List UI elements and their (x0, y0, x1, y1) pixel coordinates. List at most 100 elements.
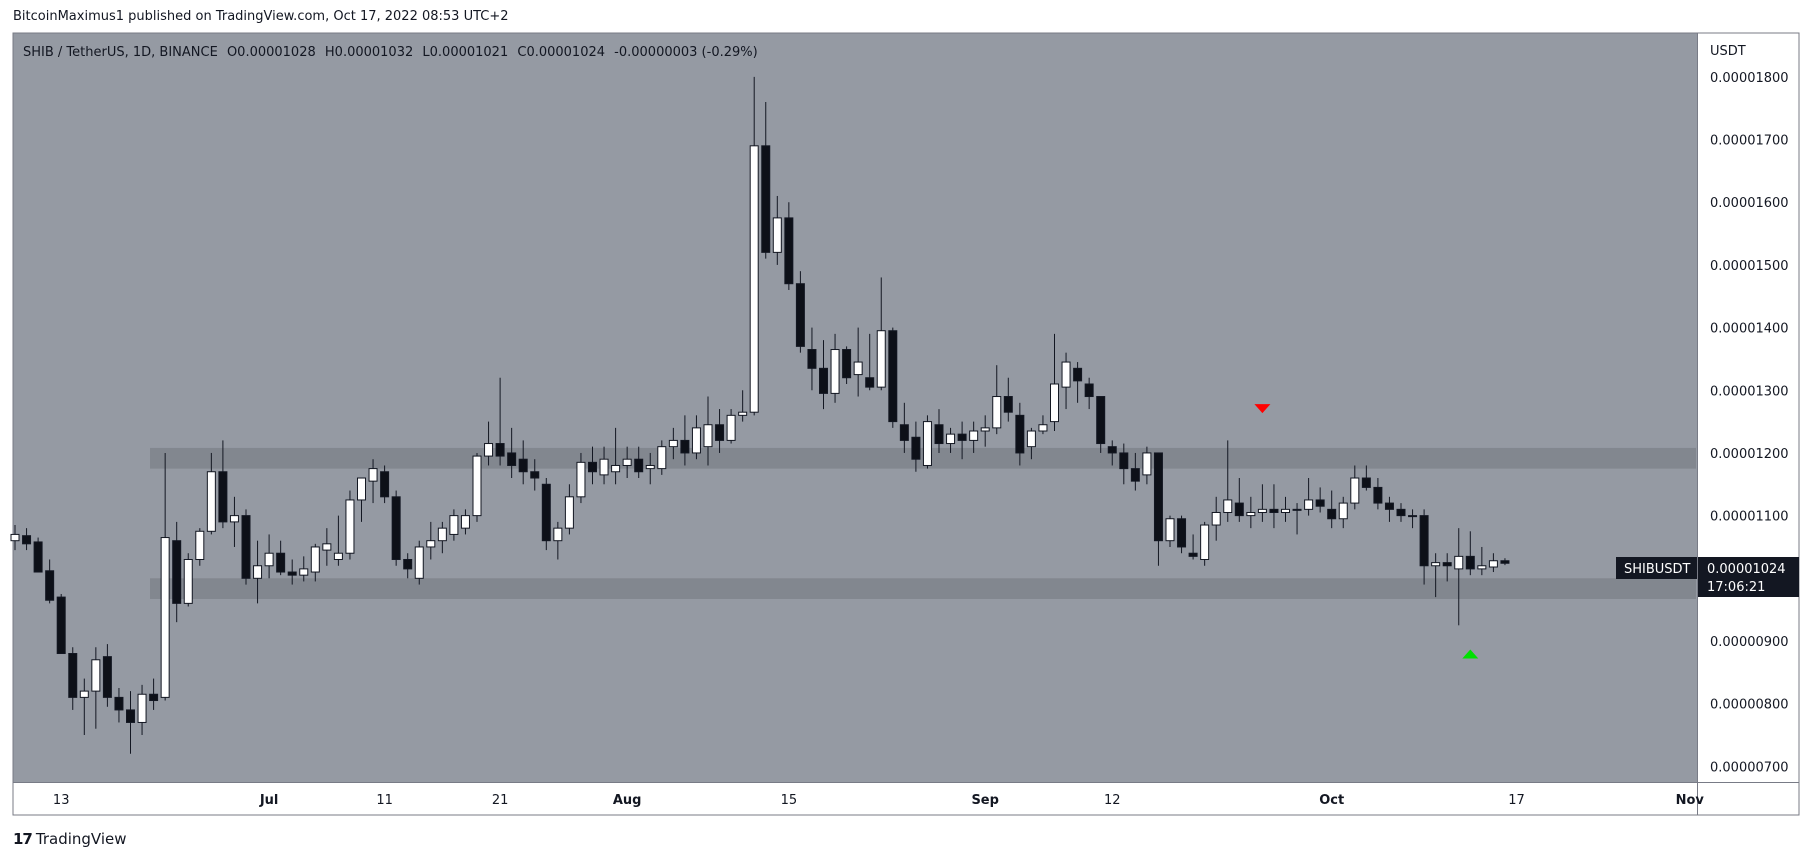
candle[interactable] (518, 440, 528, 485)
candle[interactable] (553, 521, 563, 560)
candle[interactable] (1084, 377, 1094, 410)
candle[interactable] (1038, 415, 1048, 435)
candle[interactable] (264, 534, 274, 579)
candle[interactable] (564, 484, 574, 535)
candle[interactable] (1315, 487, 1325, 513)
candle[interactable] (322, 528, 332, 566)
candle[interactable] (588, 446, 597, 485)
candle[interactable] (668, 427, 678, 460)
candle[interactable] (911, 421, 921, 472)
candle[interactable] (91, 647, 101, 729)
candle[interactable] (969, 421, 979, 453)
candle[interactable] (1327, 490, 1337, 529)
candle[interactable] (934, 409, 944, 453)
candle[interactable] (79, 678, 89, 735)
candle[interactable] (1431, 553, 1441, 598)
candle[interactable] (149, 678, 159, 710)
candle[interactable] (622, 446, 632, 479)
candle[interactable] (530, 459, 540, 491)
candle[interactable] (507, 427, 517, 479)
candle[interactable] (1257, 484, 1267, 522)
candle[interactable] (414, 540, 424, 585)
sell-signal-marker[interactable] (1254, 404, 1271, 414)
candle[interactable] (391, 490, 401, 566)
candle[interactable] (253, 540, 263, 604)
candle[interactable] (1130, 452, 1140, 491)
candle[interactable] (922, 415, 932, 469)
candle[interactable] (992, 365, 1002, 435)
candle[interactable] (576, 452, 586, 504)
candle[interactable] (1419, 509, 1429, 585)
candle[interactable] (206, 452, 216, 535)
candle[interactable] (1350, 465, 1360, 510)
candle[interactable] (33, 537, 43, 573)
candle[interactable] (1073, 362, 1083, 403)
candle[interactable] (1442, 553, 1452, 582)
candle[interactable] (22, 528, 32, 551)
candle[interactable] (1200, 521, 1210, 566)
candle[interactable] (761, 101, 771, 259)
candle[interactable] (1246, 496, 1256, 529)
candle[interactable] (749, 76, 759, 416)
candle[interactable] (276, 540, 286, 576)
candle[interactable] (807, 327, 817, 391)
candle[interactable] (645, 452, 655, 485)
candle[interactable] (437, 521, 447, 554)
candle[interactable] (1165, 515, 1175, 547)
candle[interactable] (1188, 534, 1198, 560)
candle[interactable] (611, 427, 621, 485)
candle[interactable] (1026, 427, 1036, 460)
candle[interactable] (229, 496, 239, 547)
candle[interactable] (1015, 402, 1025, 466)
candle[interactable] (10, 525, 20, 551)
candle[interactable] (715, 409, 725, 453)
candle[interactable] (102, 644, 112, 707)
candle[interactable] (357, 477, 366, 522)
candle[interactable] (1488, 553, 1498, 573)
candle[interactable] (1454, 528, 1464, 626)
candle[interactable] (1281, 496, 1290, 522)
candle[interactable] (795, 271, 805, 353)
candle[interactable] (287, 559, 297, 585)
candle[interactable] (1500, 558, 1510, 566)
candle[interactable] (842, 346, 852, 384)
candle[interactable] (380, 465, 390, 504)
footer-branding[interactable]: 17 TradingView (13, 830, 127, 848)
candle[interactable] (541, 478, 551, 551)
candle[interactable] (1304, 478, 1314, 516)
candle[interactable] (460, 509, 470, 535)
candle[interactable] (946, 427, 956, 453)
candle[interactable] (1477, 546, 1487, 576)
candle[interactable] (726, 409, 736, 444)
candle[interactable] (876, 277, 886, 391)
candle[interactable] (45, 559, 55, 604)
candle[interactable] (56, 593, 66, 655)
candle[interactable] (784, 202, 794, 290)
candle[interactable] (772, 195, 782, 265)
candle[interactable] (172, 521, 182, 623)
candle[interactable] (333, 515, 343, 566)
candle[interactable] (299, 556, 309, 582)
candle[interactable] (1361, 465, 1371, 491)
candle[interactable] (1211, 496, 1221, 541)
candle[interactable] (1234, 478, 1244, 522)
candle[interactable] (114, 687, 124, 723)
candle[interactable] (680, 415, 690, 466)
candle[interactable] (368, 459, 378, 504)
candle[interactable] (183, 553, 193, 607)
plot-background[interactable] (13, 33, 1697, 782)
candle[interactable] (957, 421, 967, 460)
candle[interactable] (1384, 496, 1394, 522)
candle[interactable] (449, 509, 459, 541)
candle[interactable] (865, 333, 875, 391)
candle[interactable] (1119, 443, 1129, 485)
candle[interactable] (484, 421, 494, 466)
candle[interactable] (68, 647, 78, 710)
buy-signal-marker[interactable] (1462, 649, 1479, 659)
candle[interactable] (195, 528, 205, 566)
candle[interactable] (1269, 484, 1279, 529)
candle[interactable] (1396, 503, 1406, 522)
candle[interactable] (472, 452, 482, 522)
candle[interactable] (1003, 377, 1013, 422)
